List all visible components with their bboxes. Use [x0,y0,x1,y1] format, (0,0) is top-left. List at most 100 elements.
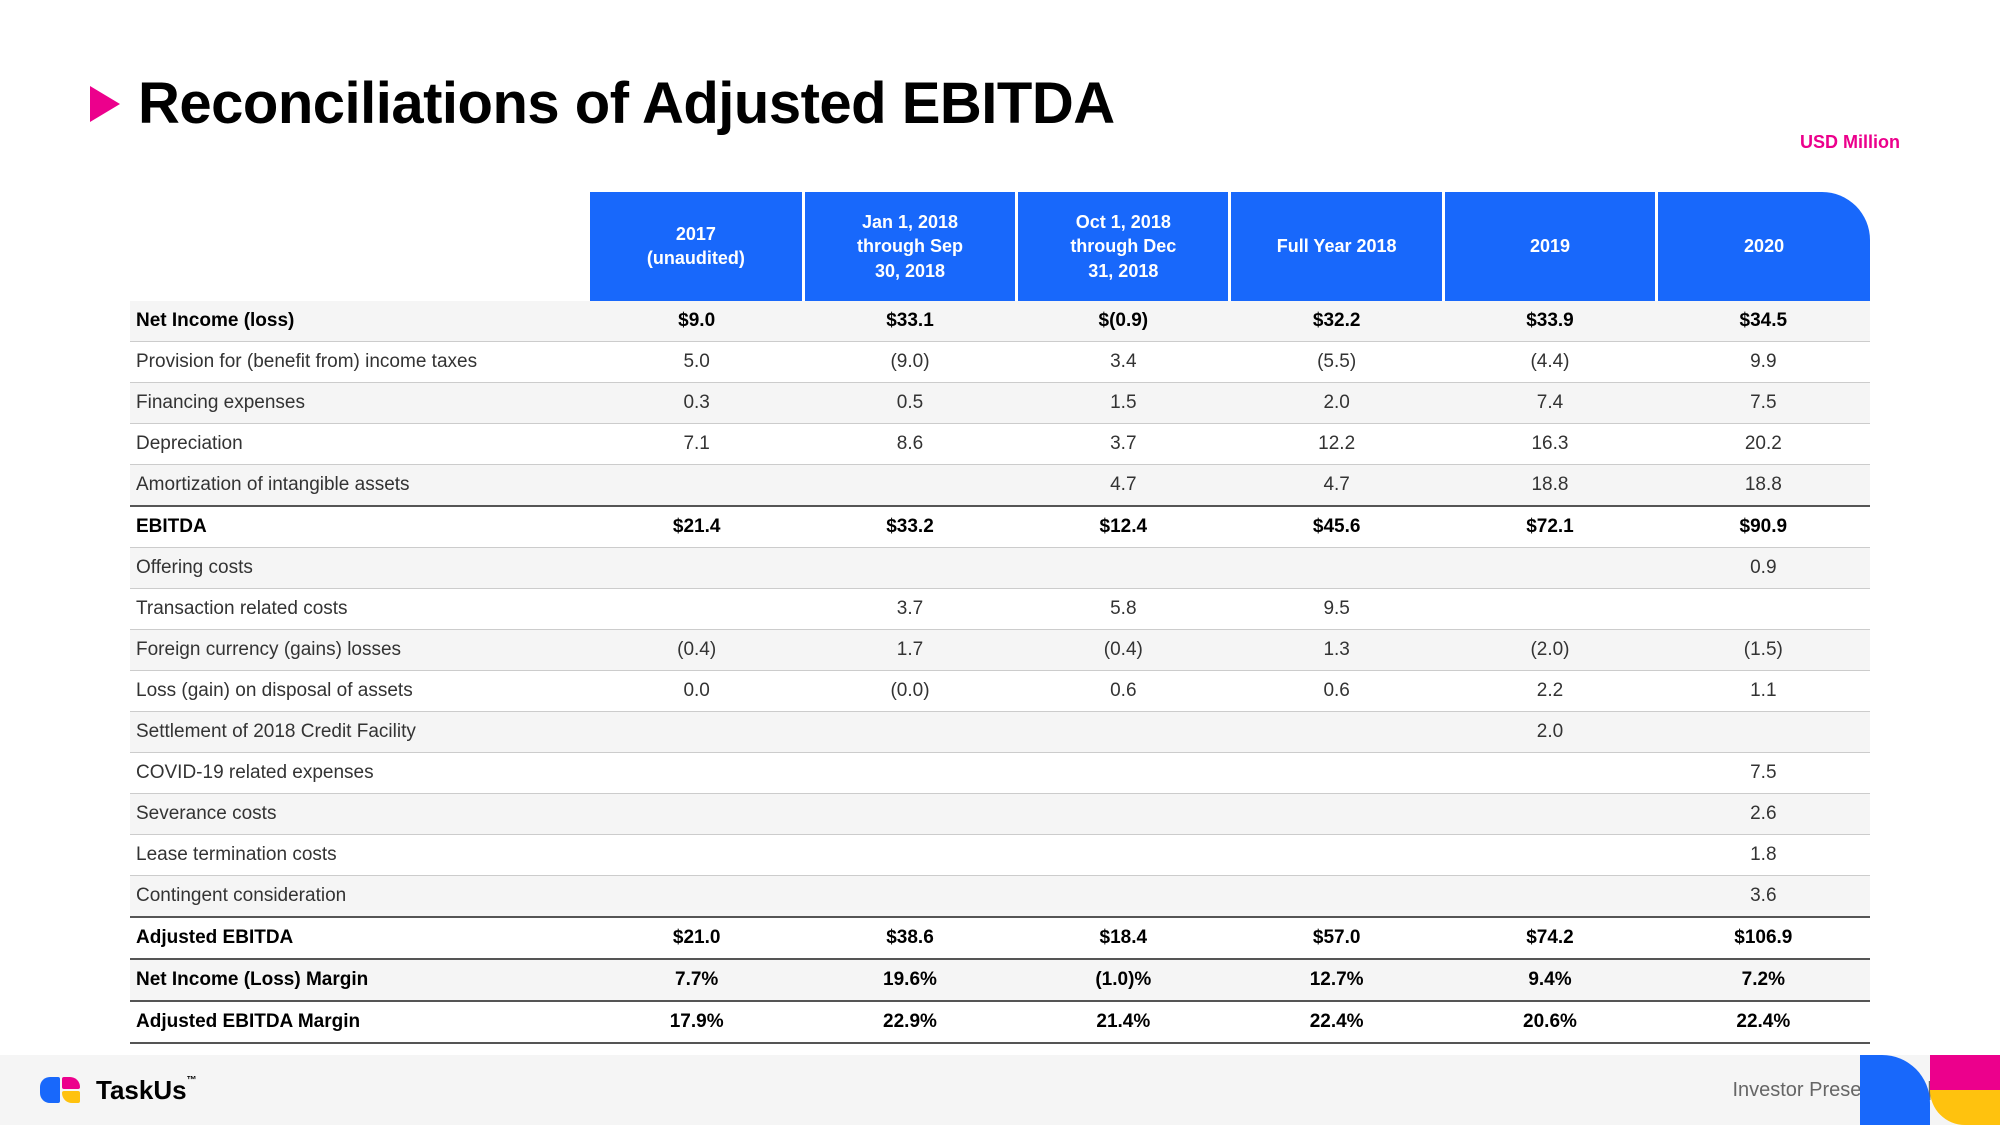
row-label: Provision for (benefit from) income taxe… [130,341,590,382]
triangle-icon [90,86,120,122]
data-cell: 12.7% [1230,959,1443,1001]
data-cell: $18.4 [1017,917,1230,959]
data-cell [1443,547,1656,588]
data-cell: (5.5) [1230,341,1443,382]
data-cell: 21.4% [1017,1001,1230,1043]
row-label: Lease termination costs [130,834,590,875]
table-header-cell: 2019 [1443,192,1656,301]
corner-yellow-icon [1930,1090,2000,1125]
data-cell: 9.5 [1230,588,1443,629]
data-cell: (0.0) [803,670,1016,711]
table-row: Offering costs0.9 [130,547,1870,588]
data-cell: 7.5 [1657,752,1870,793]
data-cell: $33.1 [803,301,1016,342]
data-cell: 20.2 [1657,423,1870,464]
data-cell [590,793,803,834]
data-cell [1443,752,1656,793]
data-cell: 22.4% [1230,1001,1443,1043]
row-label: Net Income (loss) [130,301,590,342]
logo-icon [40,1077,82,1103]
data-cell: $45.6 [1230,506,1443,548]
data-cell [1017,711,1230,752]
data-cell [1230,711,1443,752]
row-label: EBITDA [130,506,590,548]
logo-blob-yellow [62,1091,80,1103]
data-cell: $12.4 [1017,506,1230,548]
data-cell: 7.2% [1657,959,1870,1001]
data-cell [803,793,1016,834]
row-label: Adjusted EBITDA Margin [130,1001,590,1043]
table-header-row: 2017(unaudited)Jan 1, 2018through Sep30,… [130,192,1870,301]
table-row: Adjusted EBITDA$21.0$38.6$18.4$57.0$74.2… [130,917,1870,959]
data-cell [1230,834,1443,875]
data-cell: 2.0 [1443,711,1656,752]
data-cell: 2.2 [1443,670,1656,711]
data-cell: (0.4) [590,629,803,670]
data-cell: $72.1 [1443,506,1656,548]
table-row: Adjusted EBITDA Margin17.9%22.9%21.4%22.… [130,1001,1870,1043]
data-cell [1017,875,1230,917]
data-cell [1017,793,1230,834]
corner-pink-icon [1930,1055,2000,1090]
data-cell: 17.9% [590,1001,803,1043]
data-cell [1443,875,1656,917]
data-cell: 3.4 [1017,341,1230,382]
data-cell [803,547,1016,588]
data-cell [590,834,803,875]
data-cell: (0.4) [1017,629,1230,670]
table-row: COVID-19 related expenses 7.5 [130,752,1870,793]
table-header-cell: Jan 1, 2018through Sep30, 2018 [803,192,1016,301]
table-row: Severance costs2.6 [130,793,1870,834]
data-cell: 16.3 [1443,423,1656,464]
table-row: Lease termination costs1.8 [130,834,1870,875]
row-label: Net Income (Loss) Margin [130,959,590,1001]
data-cell: $(0.9) [1017,301,1230,342]
data-cell: 19.6% [803,959,1016,1001]
table-header-cell: 2020 [1657,192,1870,301]
data-cell: (2.0) [1443,629,1656,670]
table-row: Contingent consideration3.6 [130,875,1870,917]
data-cell: 5.8 [1017,588,1230,629]
data-cell: 1.1 [1657,670,1870,711]
table-row: Loss (gain) on disposal of assets0.0(0.0… [130,670,1870,711]
logo-text: TaskUs™ [96,1075,197,1106]
row-label: COVID-19 related expenses [130,752,590,793]
table-row: EBITDA$21.4$33.2$12.4$45.6$72.1$90.9 [130,506,1870,548]
row-label: Contingent consideration [130,875,590,917]
data-cell: 7.4 [1443,382,1656,423]
data-cell [1443,834,1656,875]
data-cell: 18.8 [1443,464,1656,506]
data-cell: $57.0 [1230,917,1443,959]
data-cell: 0.6 [1017,670,1230,711]
row-label: Depreciation [130,423,590,464]
data-cell: 7.1 [590,423,803,464]
data-cell [1443,793,1656,834]
data-cell [1017,834,1230,875]
data-cell: $33.9 [1443,301,1656,342]
data-cell: 9.9 [1657,341,1870,382]
table-row: Amortization of intangible assets4.74.71… [130,464,1870,506]
data-cell: 0.6 [1230,670,1443,711]
row-label: Amortization of intangible assets [130,464,590,506]
data-cell: 8.6 [803,423,1016,464]
table-row: Financing expenses0.30.51.52.07.47.5 [130,382,1870,423]
data-cell [590,464,803,506]
data-cell: 9.4% [1443,959,1656,1001]
data-cell: 4.7 [1017,464,1230,506]
slide-title: Reconciliations of Adjusted EBITDA [138,70,1115,137]
table-row: Net Income (loss)$9.0$33.1$(0.9)$32.2$33… [130,301,1870,342]
footer-bar: TaskUs™ Investor Presentation | 32 [0,1055,2000,1125]
data-cell: 5.0 [590,341,803,382]
data-cell [590,588,803,629]
data-cell: $9.0 [590,301,803,342]
table-header-cell: 2017(unaudited) [590,192,803,301]
row-label: Foreign currency (gains) losses [130,629,590,670]
data-cell: 0.0 [590,670,803,711]
data-cell: 0.3 [590,382,803,423]
table-row: Depreciation7.18.63.712.216.320.2 [130,423,1870,464]
data-cell [1017,547,1230,588]
data-cell [1230,875,1443,917]
data-cell: 7.7% [590,959,803,1001]
data-cell: 1.3 [1230,629,1443,670]
row-label: Offering costs [130,547,590,588]
